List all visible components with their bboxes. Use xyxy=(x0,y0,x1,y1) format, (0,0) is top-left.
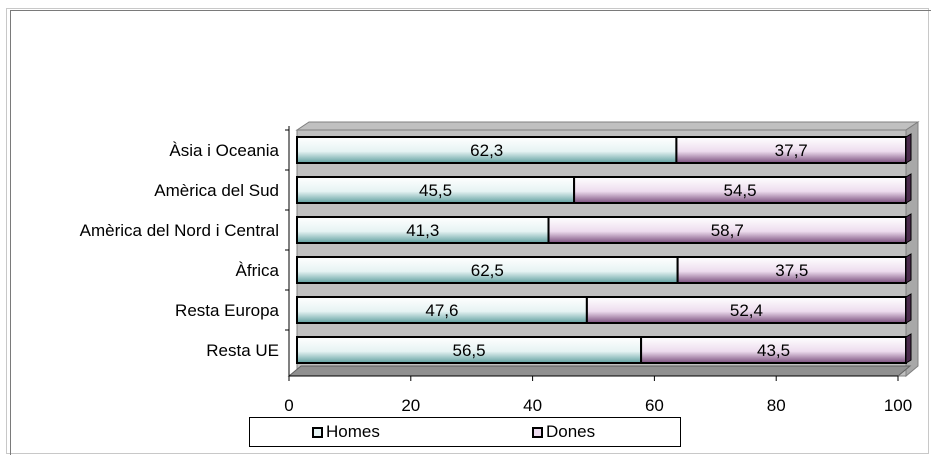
legend-swatch-homes xyxy=(312,426,323,438)
data-label-dones-3: 37,5 xyxy=(775,261,808,280)
bar-dones-2 xyxy=(547,216,908,244)
legend-label-homes: Homes xyxy=(326,422,380,441)
legend-swatch-dones xyxy=(532,426,543,438)
plot-back-wall xyxy=(296,129,907,377)
bar-dones-0 xyxy=(675,136,907,164)
bar-end-0 xyxy=(905,133,912,164)
data-label-homes-1: 45,5 xyxy=(419,181,452,200)
legend-label-dones: Dones xyxy=(546,422,596,441)
legend-item-homes: Homes xyxy=(312,422,380,442)
data-label-dones-5: 43,5 xyxy=(757,341,790,360)
bar-dones-4 xyxy=(585,296,907,324)
category-label-5: Resta UE xyxy=(206,341,279,360)
bar-homes-4 xyxy=(296,296,588,324)
x-tick-label-1: 20 xyxy=(401,396,420,415)
plot-top-face xyxy=(295,121,920,131)
data-label-homes-2: 41,3 xyxy=(406,221,439,240)
data-label-dones-4: 52,4 xyxy=(730,301,763,320)
data-label-dones-1: 54,5 xyxy=(724,181,757,200)
category-label-4: Resta Europa xyxy=(175,301,279,320)
bar-end-5 xyxy=(905,333,912,364)
bar-homes-1 xyxy=(296,176,576,204)
data-label-dones-0: 37,7 xyxy=(775,141,808,160)
x-tick-label-4: 80 xyxy=(767,396,786,415)
category-label-1: Amèrica del Sud xyxy=(154,181,279,200)
chart-frame xyxy=(10,10,931,455)
legend: Homes Dones xyxy=(249,417,681,447)
bar-end-1 xyxy=(905,173,912,204)
bar-end-4 xyxy=(905,293,912,324)
plot-floor xyxy=(287,365,912,377)
category-label-0: Àsia i Oceania xyxy=(169,141,279,160)
bar-end-2 xyxy=(905,213,912,244)
bar-dones-1 xyxy=(573,176,907,204)
data-label-homes-4: 47,6 xyxy=(425,301,458,320)
bar-homes-0 xyxy=(296,136,678,164)
bar-homes-5 xyxy=(296,336,643,364)
category-label-3: Àfrica xyxy=(236,261,280,280)
bar-homes-2 xyxy=(296,216,550,244)
category-label-2: Amèrica del Nord i Central xyxy=(80,221,279,240)
x-axis-ticks: 0 20 40 60 80 100 xyxy=(284,376,912,415)
data-label-homes-3: 62,5 xyxy=(471,261,504,280)
x-tick-label-5: 100 xyxy=(884,396,912,415)
x-tick-label-0: 0 xyxy=(284,396,293,415)
data-label-homes-0: 62,3 xyxy=(470,141,503,160)
bars-group: 62,3 37,7 45,5 54,5 41,3 58,7 62,5 37,5 47,6 52,4… xyxy=(296,133,912,364)
category-labels: Àsia i Oceania Amèrica del Sud Amèrica del… xyxy=(80,129,289,360)
legend-item-dones: Dones xyxy=(532,422,595,442)
data-label-homes-5: 56,5 xyxy=(452,341,485,360)
bar-dones-3 xyxy=(676,256,907,284)
bar-end-3 xyxy=(905,253,912,284)
x-tick-label-3: 60 xyxy=(645,396,664,415)
chart-outer-frame xyxy=(6,8,929,454)
plot-area xyxy=(287,121,920,378)
x-tick-label-2: 40 xyxy=(523,396,542,415)
data-label-dones-2: 58,7 xyxy=(711,221,744,240)
